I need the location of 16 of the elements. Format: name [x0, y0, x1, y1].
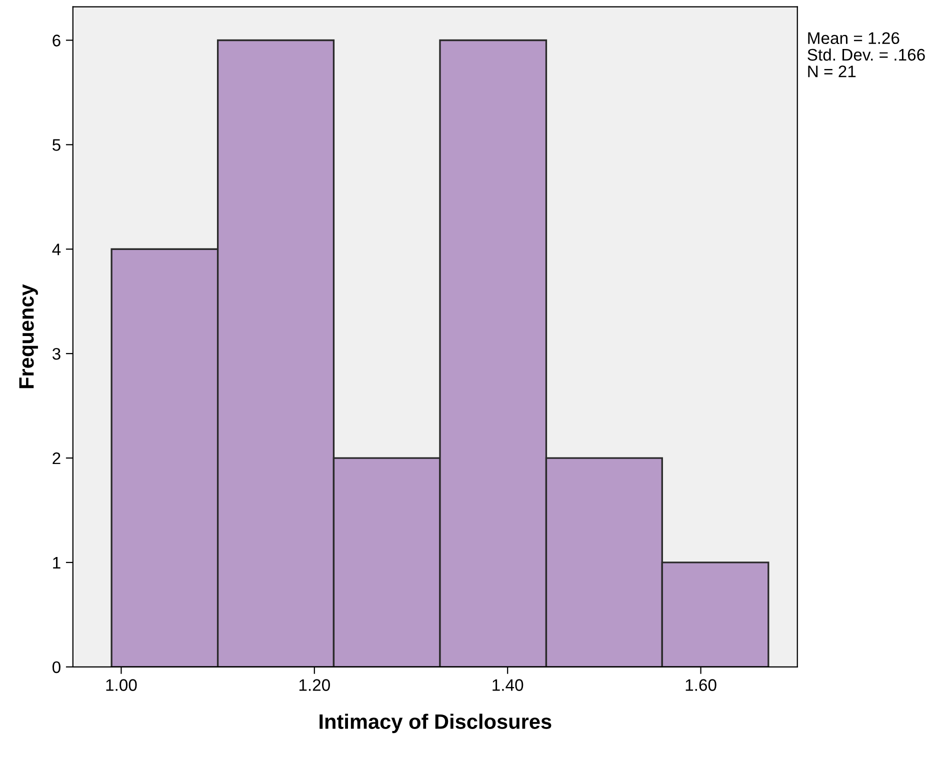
y-tick-label: 5 [52, 139, 60, 151]
x-tick-label: 1.00 [106, 679, 137, 691]
y-tick-label: 3 [52, 348, 60, 360]
text: Mean = 1.26 [808, 32, 900, 44]
y-tick-label: 1 [53, 557, 60, 569]
y-tick-label: 0 [52, 661, 60, 674]
x-axis-title: Intimacy of Disclosures [320, 714, 552, 734]
text: Std. Dev. = .166 [808, 48, 925, 61]
x-tick-label: 1.20 [299, 679, 330, 691]
x-tick-label: 1.60 [686, 679, 716, 691]
y-axis-title: Frequency [19, 284, 38, 388]
y-tick-label: 6 [52, 34, 60, 46]
x-tick-label: 1.40 [492, 679, 524, 691]
y-tick-label: 2 [52, 452, 60, 464]
text: N = 21 [808, 66, 856, 78]
y-tick-label: 4 [52, 244, 61, 256]
